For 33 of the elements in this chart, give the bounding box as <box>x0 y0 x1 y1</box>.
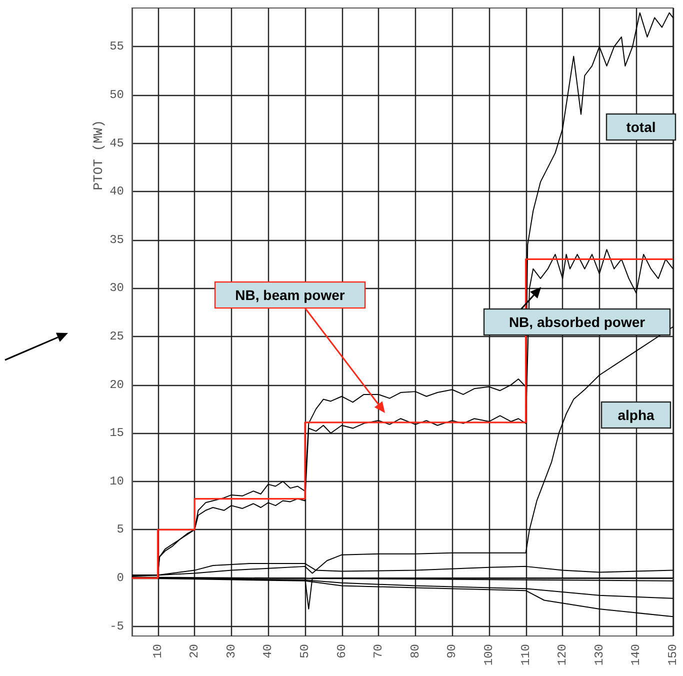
y-tick-label: 30 <box>110 281 124 296</box>
x-tick-label: 140 <box>629 644 644 666</box>
annotation: NB, absorbed power <box>508 314 646 330</box>
x-tick-label: 110 <box>518 644 533 666</box>
y-axis-title: PTOT (MW) <box>91 120 106 190</box>
y-tick-label: 15 <box>110 426 124 440</box>
x-tick-label: 150 <box>666 644 680 666</box>
x-tick-label: 40 <box>261 644 276 658</box>
y-tick-label: 55 <box>110 40 124 54</box>
annotation: alpha <box>618 407 654 423</box>
x-tick-label: 60 <box>334 644 349 658</box>
y-tick-label: 25 <box>110 329 124 344</box>
y-tick-label: 45 <box>110 136 124 150</box>
x-tick-label: 10 <box>150 644 165 658</box>
y-tick-label: 0 <box>116 571 124 586</box>
y-tick-label: 50 <box>110 88 124 102</box>
x-tick-label: 80 <box>408 644 422 658</box>
annotation: NB, beam power <box>235 287 346 303</box>
x-tick-label: 120 <box>556 644 570 666</box>
x-tick-label: 30 <box>224 644 238 658</box>
x-tick-label: 50 <box>298 644 312 658</box>
y-tick-label: 35 <box>110 232 124 247</box>
x-tick-label: 100 <box>482 644 496 666</box>
y-tick-label: -5 <box>110 619 124 634</box>
x-tick-label: 70 <box>372 644 386 658</box>
y-tick-label: 10 <box>110 474 124 488</box>
x-tick-label: 20 <box>188 644 202 658</box>
y-tick-label: 20 <box>110 378 124 392</box>
annotation: total <box>626 119 656 135</box>
y-tick-label: 40 <box>110 184 124 199</box>
x-tick-label: 130 <box>592 644 606 666</box>
x-tick-label: 90 <box>445 644 460 658</box>
y-tick-label: 5 <box>116 522 124 537</box>
